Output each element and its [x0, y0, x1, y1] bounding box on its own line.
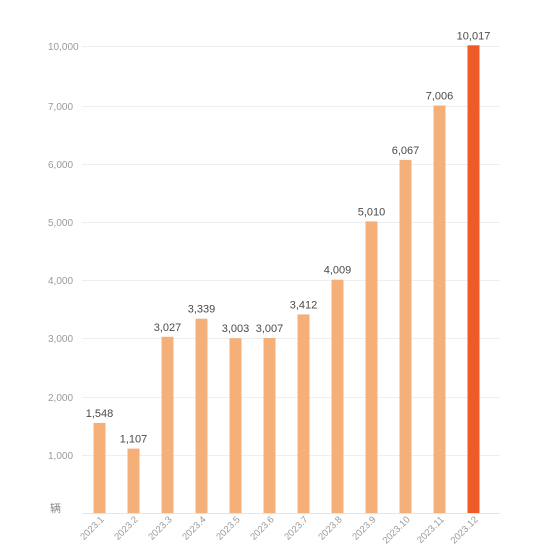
y-tick-label: 3,000	[48, 334, 73, 345]
data-label: 1,548	[86, 408, 114, 420]
data-label: 3,412	[290, 299, 318, 311]
y-axis-unit-label: 辆	[50, 501, 61, 515]
bar	[467, 45, 480, 514]
grid-lines	[82, 46, 500, 514]
bar	[297, 314, 310, 513]
x-tick-label: 2023.5	[214, 514, 242, 542]
y-tick-label: 10,000	[48, 42, 79, 53]
data-label: 3,003	[222, 323, 250, 335]
data-label: 7,006	[426, 91, 454, 103]
y-tick-label: 1,000	[48, 451, 73, 462]
x-tick-label: 2023.8	[316, 514, 344, 542]
data-label: 3,007	[256, 323, 284, 335]
x-tick-label: 2023.9	[350, 514, 378, 542]
bar	[93, 422, 106, 513]
bar	[195, 318, 208, 513]
y-tick-label: 7,000	[48, 102, 73, 113]
bar	[127, 448, 140, 513]
data-label: 3,339	[188, 304, 216, 316]
bars	[93, 45, 480, 514]
data-label: 5,010	[358, 206, 386, 218]
x-axis-ticks: 2023.1 2023.2 2023.3 2023.4 2023.5 2023.6 2023…	[78, 514, 480, 546]
y-tick-label: 2,000	[48, 393, 73, 404]
y-axis-ticks: 1,000 2,000 3,000 4,000 5,000 6,000 7,000 10,00…	[48, 42, 79, 462]
data-label: 10,017	[457, 30, 491, 42]
x-tick-label: 2023.4	[180, 514, 208, 542]
bar	[331, 279, 344, 513]
y-tick-label: 6,000	[48, 160, 73, 171]
data-labels: 1,548 1,107 3,027 3,339 3,003 3,007 3,412 4,009…	[86, 30, 491, 445]
data-label: 1,107	[120, 434, 148, 446]
data-label: 6,067	[392, 145, 420, 157]
x-tick-label: 2023.12	[449, 514, 481, 546]
bar	[161, 336, 174, 513]
x-tick-label: 2023.1	[78, 514, 106, 542]
data-label: 3,027	[154, 322, 182, 334]
bar	[263, 338, 276, 513]
y-tick-label: 5,000	[48, 218, 73, 229]
x-tick-label: 2023.6	[248, 514, 276, 542]
x-tick-label: 2023.2	[112, 514, 140, 542]
x-tick-label: 2023.7	[282, 514, 310, 542]
x-tick-label: 2023.11	[415, 514, 447, 546]
bar	[365, 221, 378, 513]
bar	[229, 338, 242, 513]
x-tick-label: 2023.10	[381, 514, 413, 546]
bar	[433, 105, 446, 513]
data-label: 4,009	[324, 265, 352, 277]
x-tick-label: 2023.3	[146, 514, 174, 542]
bar	[399, 159, 412, 513]
y-tick-label: 4,000	[48, 276, 73, 287]
